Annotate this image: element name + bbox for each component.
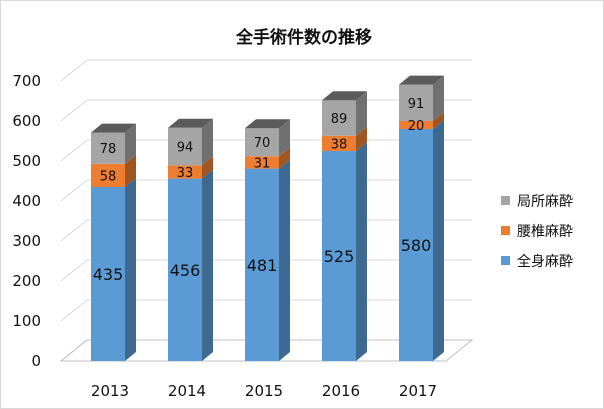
bar-segment (322, 91, 367, 136)
legend-label: 局所麻酔 (517, 194, 573, 210)
legend-swatch (501, 226, 510, 235)
data-label: 456 (170, 261, 201, 280)
bar-side-face (125, 123, 136, 164)
bar-top-face (91, 123, 136, 133)
bar-front-face (245, 156, 279, 169)
legend-entry: 全身麻酔 (501, 253, 573, 270)
y-tick-label: 500 (12, 152, 41, 170)
y-tick-label: 400 (12, 192, 41, 210)
y-tick-label: 600 (12, 112, 41, 130)
bar-front-face (399, 84, 433, 121)
bar-side-face (356, 142, 367, 361)
data-label: 33 (177, 166, 194, 181)
bar-front-face (168, 165, 202, 179)
legend-label: 全身麻酔 (517, 253, 573, 270)
x-tick-label: 2017 (399, 382, 437, 400)
data-label: 525 (324, 247, 355, 266)
y-tick-label: 700 (12, 72, 41, 90)
bar-side-face (202, 118, 213, 166)
bar-side-face (125, 178, 136, 361)
bar-front-face (322, 135, 356, 151)
bar-front-face (245, 128, 279, 157)
legend-entry: 局所麻酔 (501, 194, 573, 210)
bar-top-face (168, 118, 213, 128)
bar-segment (245, 119, 290, 157)
y-tick-label: 100 (12, 312, 41, 330)
bars-layer (91, 75, 444, 361)
x-tick-label: 2015 (245, 382, 283, 400)
bar-front-face (245, 168, 279, 361)
legend-swatch (501, 256, 510, 265)
legend-swatch (501, 196, 510, 205)
data-label: 31 (254, 156, 271, 171)
bar-segment (168, 156, 213, 179)
axis-layer: 0 100 200 300 400 500 600 700 2013 2014 2015 2016 20… (12, 59, 474, 400)
bar-side-face (356, 91, 367, 136)
y-tick-label: 200 (12, 272, 41, 290)
gridline (60, 59, 472, 82)
bar-segment (245, 159, 290, 361)
data-label: 481 (247, 256, 278, 275)
bar-segment (399, 75, 444, 121)
bar-front-face (322, 151, 356, 361)
bar-front-face (399, 129, 433, 361)
y-tick-label: 300 (12, 232, 41, 250)
bar-side-face (433, 112, 444, 129)
data-label: 78 (100, 142, 117, 157)
data-label: 70 (254, 136, 271, 151)
bar-side-face (433, 75, 444, 121)
bar-segment (91, 178, 136, 361)
data-label: 94 (177, 141, 194, 156)
bar-segment (91, 123, 136, 164)
bar-segment (245, 147, 290, 169)
bar-side-face (202, 169, 213, 361)
bar-segment (322, 126, 367, 151)
bar-front-face (168, 127, 202, 166)
bar-top-face (322, 91, 367, 101)
bar-segment (168, 169, 213, 361)
bar-segment (322, 142, 367, 361)
chart-title: 全手術件数の推移 (235, 27, 372, 48)
bar-side-face (279, 147, 290, 169)
bar-front-face (399, 121, 433, 129)
chart-floor (59, 339, 474, 362)
bar-side-face (125, 154, 136, 187)
x-tick-label: 2014 (168, 382, 206, 400)
bar-segment (91, 154, 136, 187)
bar-side-face (356, 126, 367, 151)
bar-front-face (91, 187, 125, 361)
bar-side-face (279, 119, 290, 157)
data-label: 580 (401, 236, 432, 255)
bar-front-face (91, 132, 125, 164)
legend-label: 腰椎麻酔 (517, 224, 573, 240)
data-label: 58 (100, 169, 117, 184)
bar-front-face (91, 163, 125, 187)
data-label: 89 (331, 112, 348, 127)
bar-top-face (245, 119, 290, 129)
legend-entry: 腰椎麻酔 (501, 224, 573, 240)
bar-segment (399, 120, 444, 361)
data-label: 38 (331, 137, 348, 152)
bar-front-face (168, 178, 202, 361)
bar-side-face (202, 156, 213, 179)
x-tick-label: 2013 (91, 382, 129, 400)
bar-side-face (279, 159, 290, 361)
data-label: 435 (93, 265, 124, 284)
data-label: 91 (408, 97, 425, 112)
data-labels-layer: 435 58 78 456 33 94 481 31 70 525 38 89 580 20 91 (93, 97, 432, 284)
bar-segment (399, 112, 444, 129)
y-tick-label: 0 (31, 352, 41, 370)
x-tick-label: 2016 (322, 382, 360, 400)
bar-top-face (399, 75, 444, 85)
bar-segment (168, 118, 213, 166)
bar-side-face (433, 120, 444, 361)
bar-front-face (322, 100, 356, 136)
data-label: 20 (408, 119, 425, 134)
